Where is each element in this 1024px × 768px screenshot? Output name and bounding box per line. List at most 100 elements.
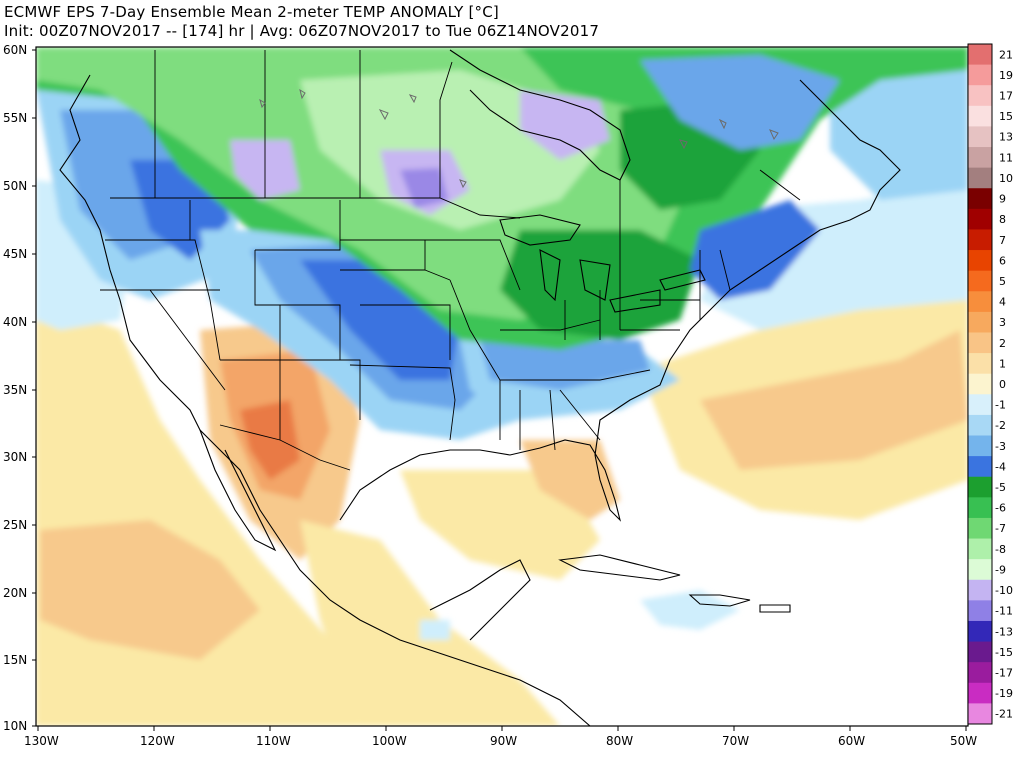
colorbar-label: -2: [995, 419, 1006, 432]
colorbar-label: 19: [999, 69, 1013, 82]
lon-label: 130W: [24, 734, 59, 748]
coastlines: [59, 49, 901, 726]
colorbar-swatch: [968, 353, 992, 375]
colorbar-swatch: [968, 291, 992, 313]
colorbar-label: -4: [995, 460, 1006, 473]
colorbar-label: -3: [995, 440, 1006, 453]
anomaly-field: [36, 47, 968, 726]
lon-label: 120W: [140, 734, 175, 748]
colorbar-swatch: [968, 188, 992, 210]
lat-label: 55N: [3, 111, 27, 125]
lon-label: 110W: [256, 734, 291, 748]
lon-ticks: [37, 726, 967, 731]
lat-label: 10N: [3, 719, 27, 733]
colorbar-label: 21: [999, 48, 1013, 61]
colorbar-swatch: [968, 208, 992, 230]
colorbar-swatch: [968, 229, 992, 251]
lon-label: 60W: [838, 734, 865, 748]
colorbar-swatch: [968, 662, 992, 684]
colorbar-swatch: [968, 250, 992, 272]
colorbar-label: 7: [999, 234, 1006, 247]
lat-label: 40N: [3, 315, 27, 329]
colorbar-swatch: [968, 703, 992, 725]
colorbar-swatch: [968, 270, 992, 292]
colorbar-label: -21: [995, 708, 1013, 721]
colorbar-swatch: [968, 44, 992, 66]
colorbar-label: 15: [999, 110, 1013, 123]
lat-label: 35N: [3, 383, 27, 397]
colorbar-label: -1: [995, 399, 1006, 412]
colorbar-swatch: [968, 456, 992, 478]
colorbar-swatches: [968, 44, 992, 725]
colorbar-label: 13: [999, 131, 1013, 144]
colorbar-label: 3: [999, 316, 1006, 329]
lon-label: 100W: [372, 734, 407, 748]
colorbar-swatch: [968, 620, 992, 643]
colorbar-swatch: [968, 167, 992, 189]
lakes: [259, 88, 779, 189]
colorbar-label: -5: [995, 481, 1006, 494]
lat-label: 50N: [3, 179, 27, 193]
state-borders: [100, 50, 801, 471]
lat-ticks: [32, 49, 36, 727]
colorbar-swatch: [968, 147, 992, 169]
colorbar-swatch: [968, 682, 992, 704]
colorbar-label: -10: [995, 584, 1013, 597]
colorbar-label: 6: [999, 254, 1006, 267]
lon-labels: 130W 120W 110W 100W 90W 80W 70W 60W 50W: [24, 734, 977, 748]
colorbar-label: -9: [995, 563, 1006, 576]
colorbar-label: -6: [995, 502, 1006, 515]
colorbar-label: -15: [995, 646, 1013, 659]
colorbar-label: 2: [999, 337, 1006, 350]
colorbar-swatch: [968, 85, 992, 107]
colorbar-swatch: [968, 579, 992, 601]
colorbar-swatch: [968, 497, 992, 519]
colorbar-label: -11: [995, 605, 1013, 618]
lat-label: 45N: [3, 247, 27, 261]
lat-labels: 60N 55N 50N 45N 40N 35N 30N 25N 20N 15N …: [3, 43, 27, 733]
colorbar-swatch: [968, 105, 992, 127]
lon-label: 80W: [606, 734, 633, 748]
colorbar-label: -7: [995, 522, 1006, 535]
colorbar-swatch: [968, 641, 992, 663]
colorbar-swatch: [968, 373, 992, 395]
colorbar-label: -13: [995, 625, 1013, 638]
map-subtitle: Init: 00Z07NOV2017 -- [174] hr | Avg: 06…: [4, 22, 600, 40]
colorbar-label: -17: [995, 666, 1013, 679]
lat-label: 20N: [3, 586, 27, 600]
colorbar-swatch: [968, 600, 992, 622]
colorbar-swatch: [968, 64, 992, 86]
colorbar-swatch: [968, 538, 992, 560]
colorbar-frame: [967, 43, 993, 725]
lat-label: 25N: [3, 518, 27, 532]
colorbar-swatch: [968, 394, 992, 416]
colorbar-swatch: [968, 332, 992, 354]
colorbar-label: 9: [999, 193, 1006, 206]
colorbar-label: 11: [999, 151, 1013, 164]
lon-label: 90W: [490, 734, 517, 748]
colorbar-label: -8: [995, 543, 1006, 556]
lon-label: 50W: [950, 734, 977, 748]
colorbar-swatch: [968, 311, 992, 333]
colorbar-swatch: [968, 559, 992, 581]
colorbar-label: 8: [999, 213, 1006, 226]
colorbar-label: 10: [999, 172, 1013, 185]
colorbar-swatch: [968, 476, 992, 498]
lat-label: 30N: [3, 450, 27, 464]
colorbar-label: 4: [999, 296, 1006, 309]
lon-label: 70W: [722, 734, 749, 748]
colorbar-swatch: [968, 126, 992, 148]
colorbar-label: 0: [999, 378, 1006, 391]
colorbar-swatch: [968, 435, 992, 457]
colorbar-labels: 211917151311109876543210-1-2-3-4-5-6-7-8…: [995, 48, 1013, 720]
lat-label: 15N: [3, 653, 27, 667]
colorbar-label: 1: [999, 357, 1006, 370]
colorbar-swatch: [968, 517, 992, 540]
colorbar-label: 17: [999, 90, 1013, 103]
colorbar-swatch: [968, 414, 992, 437]
map-title: ECMWF EPS 7-Day Ensemble Mean 2-meter TE…: [4, 3, 499, 21]
colorbar-label: -19: [995, 687, 1013, 700]
lat-label: 60N: [3, 43, 27, 57]
